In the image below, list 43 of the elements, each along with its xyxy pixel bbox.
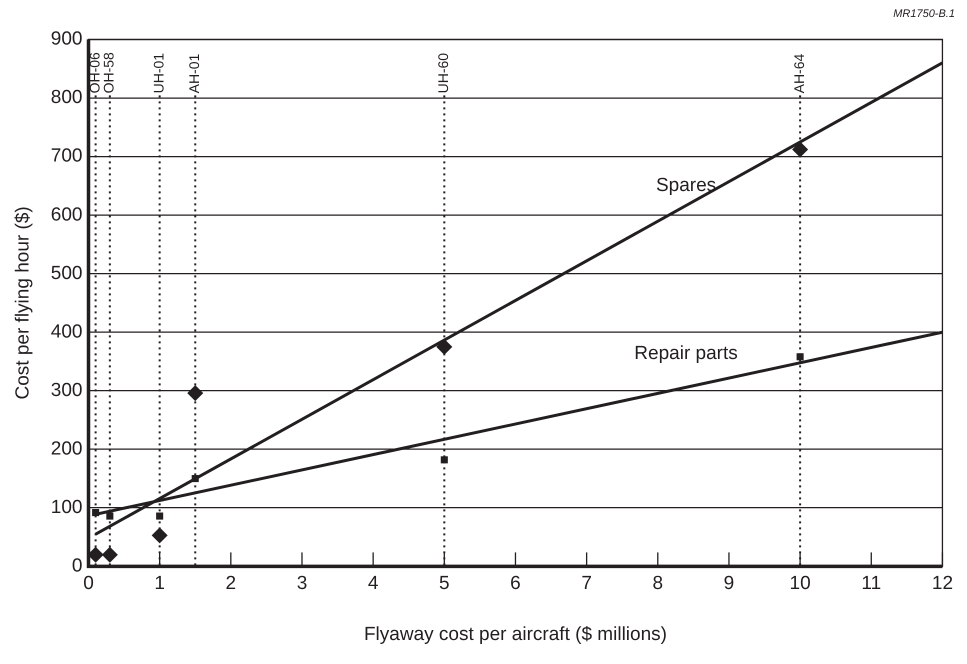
x-tick-label: 3 [296,573,308,594]
text: MR1750-B.1 [893,8,955,20]
point [156,512,164,520]
y-tick-label: 400 [50,321,82,342]
y-tick-label: 800 [50,87,82,108]
ref-line-label: OH-06 [86,52,102,94]
point [187,385,204,402]
ref-line-label: UH-60 [435,52,452,94]
y-tick-label: 700 [50,146,82,167]
x-tick-label: 11 [861,573,882,594]
x-tick-label: 6 [510,573,521,594]
x-tick-label: 9 [724,573,734,594]
point [792,141,808,158]
y-tick-label: 100 [50,497,82,518]
y-tick-label: 200 [50,438,82,460]
series-label: Spares [656,175,716,196]
x-tick-label: 2 [226,573,236,594]
point [436,338,452,355]
x-tick-label: 4 [368,573,379,594]
point [88,546,104,563]
x-tick-label: 5 [439,573,450,594]
x-tick-label: 10 [790,573,811,594]
point [192,475,199,482]
ref-line-label: UH-01 [150,52,167,94]
x-tick-label: 8 [652,573,664,594]
x-tick-label: 12 [932,573,954,594]
y-axis-title: Cost per flying hour ($) [12,206,34,400]
point [796,353,804,360]
x-tick-label: 7 [581,573,592,594]
point [152,527,168,544]
y-tick-label: 500 [50,262,82,284]
y-tick-label: 600 [50,204,82,226]
point [102,546,118,563]
point [106,512,114,520]
y-tick-label: 300 [50,380,82,401]
ref-line-label: AH-01 [186,54,202,94]
x-axis-title: Flyaway cost per aircraft ($ millions) [364,624,667,645]
ref-line-label: AH-64 [790,54,807,94]
series-label: Repair parts [634,343,738,364]
y-tick-label: 900 [50,28,82,50]
y-tick-label: 0 [72,556,82,577]
ref-line-label: OH-58 [100,52,117,94]
x-tick-label: 1 [154,573,165,594]
